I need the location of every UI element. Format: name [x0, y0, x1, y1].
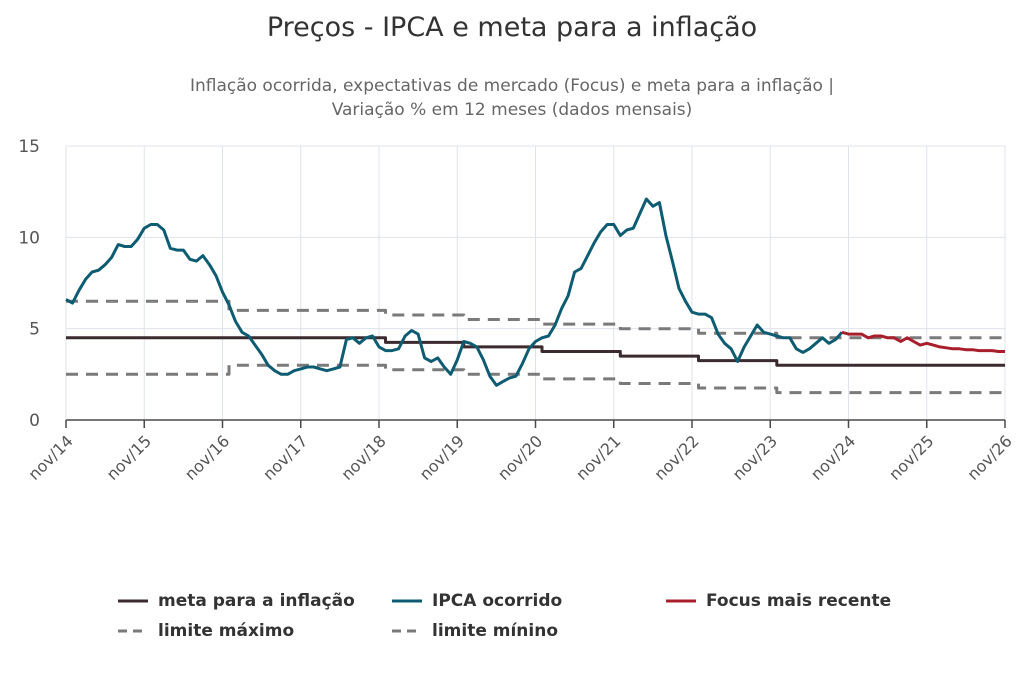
chart-axes: 0 5 10 15 nov/14 nov/15 nov/16 nov/17 nov/18 nov/… [18, 137, 1015, 484]
legend-label-focus: Focus mais recente [706, 591, 892, 611]
legend-swatch-limite-maximo [118, 629, 148, 633]
x-tick-label: nov/22 [650, 431, 702, 483]
series-line-limite-minino [66, 363, 1005, 395]
x-tick-label: nov/19 [416, 431, 468, 483]
legend-item-focus[interactable]: Focus mais recente [666, 588, 891, 614]
x-tick-label: nov/20 [494, 431, 546, 483]
x-tick-label: nov/24 [807, 431, 859, 483]
legend-label-ipca: IPCA ocorrido [432, 591, 563, 611]
chart-title: Preços - IPCA e meta para a inflação [266, 12, 758, 43]
x-tick-label: nov/15 [103, 431, 155, 483]
legend-item-ipca[interactable]: IPCA ocorrido [392, 588, 562, 614]
series-line-focus [841, 330, 1005, 353]
x-tick-label: nov/16 [181, 431, 233, 483]
legend-item-meta[interactable]: meta para a inflação [118, 588, 355, 614]
series-line-limite-maximo [66, 299, 1005, 340]
legend-swatch-focus [666, 599, 696, 603]
legend-label-limite-maximo: limite máximo [158, 621, 295, 641]
chart-grid [65, 145, 1006, 420]
chart-subtitle: Inflação ocorrida, expectativas de merca… [112, 74, 912, 122]
chart-subtitle-line-2: Variação % em 12 meses (dados mensais) [331, 100, 693, 120]
series-line-ipca [65, 197, 844, 387]
chart-legend: meta para a inflação IPCA ocorrido Focus… [110, 588, 930, 648]
legend-swatch-meta [118, 599, 148, 603]
legend-label-limite-minino: limite mínino [432, 621, 559, 641]
legend-label-meta: meta para a inflação [158, 591, 355, 611]
y-tick-label: 0 [29, 411, 40, 431]
y-tick-label: 10 [18, 228, 40, 248]
legend-item-limite-maximo[interactable]: limite máximo [118, 618, 294, 644]
legend-swatch-ipca [392, 599, 422, 603]
y-tick-label: 15 [18, 137, 40, 157]
legend-swatch-limite-minino [392, 629, 422, 633]
x-tick-label: nov/21 [572, 431, 624, 483]
x-tick-label: nov/18 [337, 431, 389, 483]
series-line-meta [66, 336, 1005, 367]
chart-subtitle-line-1: Inflação ocorrida, expectativas de merca… [189, 76, 835, 96]
x-tick-label: nov/25 [885, 431, 937, 483]
chart-series [65, 197, 1005, 395]
x-tick-label: nov/23 [729, 431, 781, 483]
x-tick-label: nov/17 [259, 431, 311, 483]
y-tick-label: 5 [29, 320, 40, 340]
legend-item-limite-minino[interactable]: limite mínino [392, 618, 558, 644]
x-tick-label: nov/26 [963, 431, 1015, 483]
x-tick-label: nov/14 [24, 431, 76, 483]
